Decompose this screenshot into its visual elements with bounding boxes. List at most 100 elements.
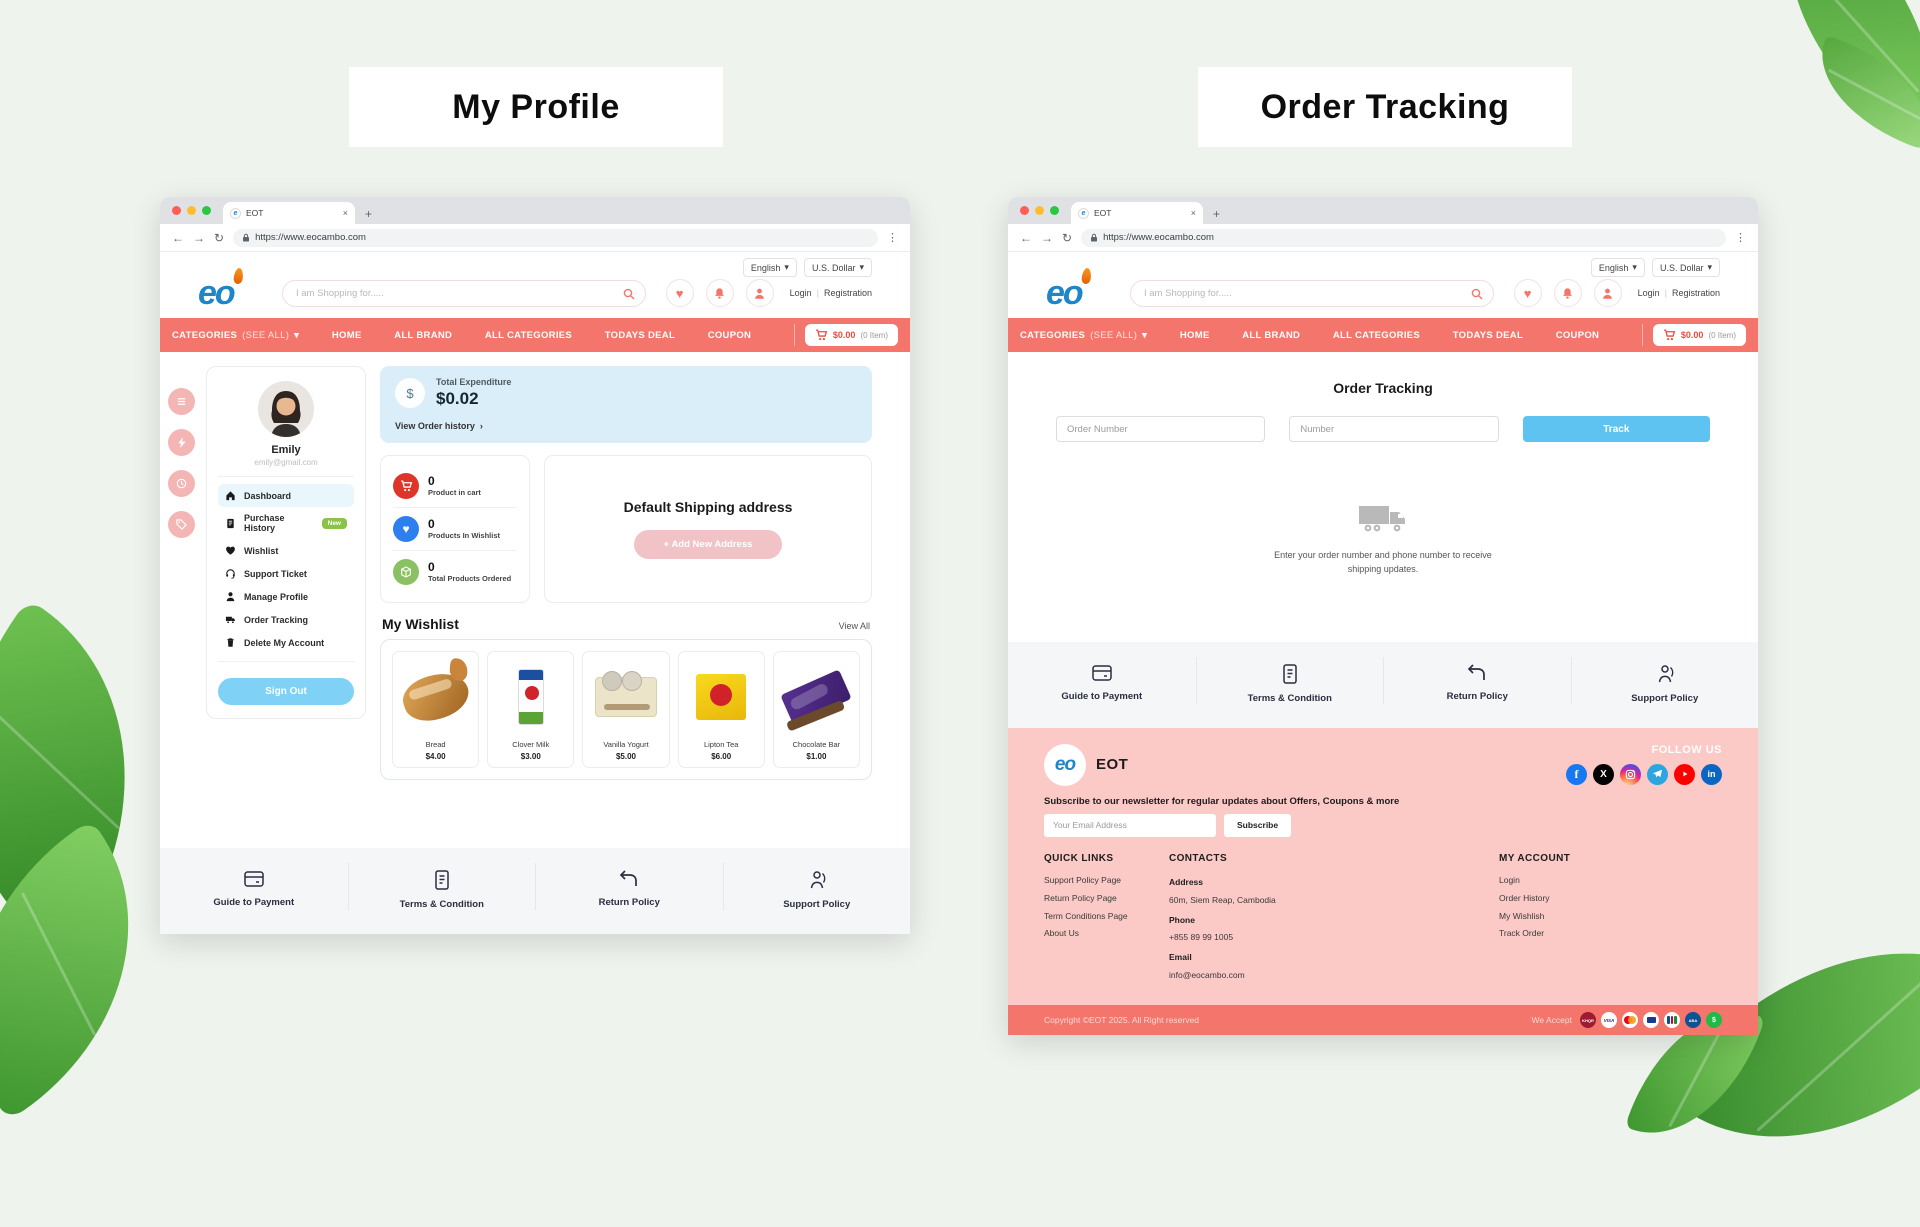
phone-value[interactable]: +855 89 99 1005 xyxy=(1169,932,1234,943)
product-card-vanilla-yogurt[interactable]: Vanilla Yogurt $5.00 xyxy=(582,651,670,768)
nav-coupon[interactable]: COUPON xyxy=(707,329,752,341)
categories-menu[interactable]: CATEGORIES (SEE ALL) ▾ xyxy=(1020,329,1148,341)
back-icon[interactable]: ← xyxy=(1020,230,1032,245)
address-bar[interactable]: https://www.eocambo.com xyxy=(1081,228,1726,247)
nav-all-categories[interactable]: ALL CATEGORIES xyxy=(484,329,573,341)
categories-menu[interactable]: CATEGORIES (SEE ALL) ▾ xyxy=(172,329,300,341)
registration-link[interactable]: Registration xyxy=(823,288,872,298)
service-support-policy[interactable]: Support Policy xyxy=(722,863,911,910)
search-icon[interactable] xyxy=(623,287,635,305)
browser-menu-icon[interactable]: ⋮ xyxy=(887,232,898,244)
address-bar[interactable]: https://www.eocambo.com xyxy=(233,228,878,247)
footer-link[interactable]: Track Order xyxy=(1499,928,1545,939)
sidebar-item-dashboard[interactable]: Dashboard xyxy=(218,484,354,507)
nav-all-brand[interactable]: ALL BRAND xyxy=(394,329,453,341)
phone-number-input[interactable] xyxy=(1289,416,1499,442)
add-new-address-button[interactable]: + Add New Address xyxy=(633,530,783,559)
telegram-icon[interactable] xyxy=(1647,763,1668,785)
account-button[interactable] xyxy=(1593,279,1622,307)
sign-out-button[interactable]: Sign Out xyxy=(218,678,354,705)
close-window-button[interactable] xyxy=(172,206,181,215)
nav-home[interactable]: HOME xyxy=(331,329,362,341)
search-input[interactable] xyxy=(1130,279,1494,307)
sidebar-item-wishlist[interactable]: Wishlist xyxy=(218,539,354,562)
back-icon[interactable]: ← xyxy=(172,230,184,245)
nav-todays-deal[interactable]: TODAYS DEAL xyxy=(604,329,676,341)
nav-coupon[interactable]: COUPON xyxy=(1555,329,1600,341)
minimize-window-button[interactable] xyxy=(1035,206,1044,215)
login-link[interactable]: Login xyxy=(789,288,812,298)
new-tab-button[interactable]: + xyxy=(365,207,373,221)
service-guide-to-payment[interactable]: Guide to Payment xyxy=(160,863,348,910)
minimize-window-button[interactable] xyxy=(187,206,196,215)
eo-logo[interactable]: eo xyxy=(1046,267,1110,310)
sidebar-item-manage-profile[interactable]: Manage Profile xyxy=(218,585,354,608)
nav-todays-deal[interactable]: TODAYS DEAL xyxy=(1452,329,1524,341)
footer-link[interactable]: My Wishlish xyxy=(1499,910,1545,921)
x-twitter-icon[interactable]: X xyxy=(1593,763,1614,785)
product-card-clover-milk[interactable]: Clover Milk $3.00 xyxy=(487,651,575,768)
language-select[interactable]: English ▾ xyxy=(742,258,797,277)
close-window-button[interactable] xyxy=(1020,206,1029,215)
product-card-chocolate-bar[interactable]: Chocolate Bar $1.00 xyxy=(772,651,861,768)
service-return-policy[interactable]: Return Policy xyxy=(535,863,723,910)
currency-select[interactable]: U.S. Dollar ▾ xyxy=(803,258,872,277)
service-guide-to-payment[interactable]: Guide to Payment xyxy=(1008,657,1196,704)
footer-link[interactable]: Support Policy Page xyxy=(1044,874,1122,885)
subscribe-button[interactable]: Subscribe xyxy=(1224,813,1292,837)
footer-link[interactable]: Login xyxy=(1499,874,1520,885)
window-controls[interactable] xyxy=(1020,206,1059,215)
cart-button[interactable]: $0.00 (0 Item) xyxy=(804,324,898,346)
search-icon[interactable] xyxy=(1471,287,1483,305)
refresh-icon[interactable]: ↻ xyxy=(214,230,225,245)
sidebar-item-purchase-history[interactable]: Purchase History New xyxy=(218,507,354,539)
window-controls[interactable] xyxy=(172,206,211,215)
product-card-lipton-tea[interactable]: Lipton Tea $6.00 xyxy=(677,651,765,768)
maximize-window-button[interactable] xyxy=(202,206,211,215)
eo-logo[interactable]: eo xyxy=(198,267,262,310)
flash-deals-button[interactable] xyxy=(168,429,195,456)
tab-close-icon[interactable]: × xyxy=(1190,208,1196,218)
service-return-policy[interactable]: Return Policy xyxy=(1383,656,1571,704)
linkedin-icon[interactable]: in xyxy=(1701,763,1722,785)
refresh-icon[interactable]: ↻ xyxy=(1062,230,1073,245)
search-input[interactable] xyxy=(282,279,646,307)
quick-menu-button[interactable] xyxy=(168,388,195,415)
track-button[interactable]: Track xyxy=(1522,416,1710,442)
facebook-icon[interactable]: f xyxy=(1566,763,1587,785)
youtube-icon[interactable] xyxy=(1674,763,1695,785)
order-number-input[interactable] xyxy=(1056,416,1266,442)
wishlist-button[interactable]: ♥ xyxy=(665,279,694,307)
service-support-policy[interactable]: Support Policy xyxy=(1570,656,1759,704)
sidebar-item-support-ticket[interactable]: Support Ticket xyxy=(218,562,354,585)
view-all-link[interactable]: View All xyxy=(838,621,870,631)
product-card-bread[interactable]: Bread $4.00 xyxy=(392,651,480,768)
service-terms-condition[interactable]: Terms & Condition xyxy=(1195,656,1384,704)
footer-link[interactable]: Order History xyxy=(1499,892,1550,903)
registration-link[interactable]: Registration xyxy=(1671,288,1720,298)
email-value[interactable]: info@eocambo.com xyxy=(1169,970,1245,981)
nav-home[interactable]: HOME xyxy=(1179,329,1210,341)
notifications-button[interactable] xyxy=(1553,279,1582,307)
coupon-button[interactable] xyxy=(168,511,195,538)
browser-tab[interactable]: e EOT × xyxy=(1071,202,1203,224)
cart-button[interactable]: $0.00 (0 Item) xyxy=(1652,324,1746,346)
footer-link[interactable]: Term Conditions Page xyxy=(1044,910,1128,921)
sidebar-item-order-tracking[interactable]: Order Tracking xyxy=(218,608,354,631)
wishlist-button[interactable]: ♥ xyxy=(1513,279,1542,307)
nav-all-brand[interactable]: ALL BRAND xyxy=(1242,329,1301,341)
language-select[interactable]: English ▾ xyxy=(1590,258,1645,277)
login-link[interactable]: Login xyxy=(1637,288,1660,298)
newsletter-email-input[interactable] xyxy=(1044,813,1216,837)
notifications-button[interactable] xyxy=(705,279,734,307)
service-terms-condition[interactable]: Terms & Condition xyxy=(347,863,536,910)
maximize-window-button[interactable] xyxy=(1050,206,1059,215)
new-tab-button[interactable]: + xyxy=(1213,207,1221,221)
footer-link[interactable]: About Us xyxy=(1044,928,1079,939)
currency-select[interactable]: U.S. Dollar ▾ xyxy=(1651,258,1720,277)
browser-menu-icon[interactable]: ⋮ xyxy=(1735,232,1746,244)
nav-all-categories[interactable]: ALL CATEGORIES xyxy=(1332,329,1421,341)
view-order-history-link[interactable]: View Order history › xyxy=(395,421,483,431)
account-button[interactable] xyxy=(745,279,774,307)
forward-icon[interactable]: → xyxy=(1041,230,1053,245)
